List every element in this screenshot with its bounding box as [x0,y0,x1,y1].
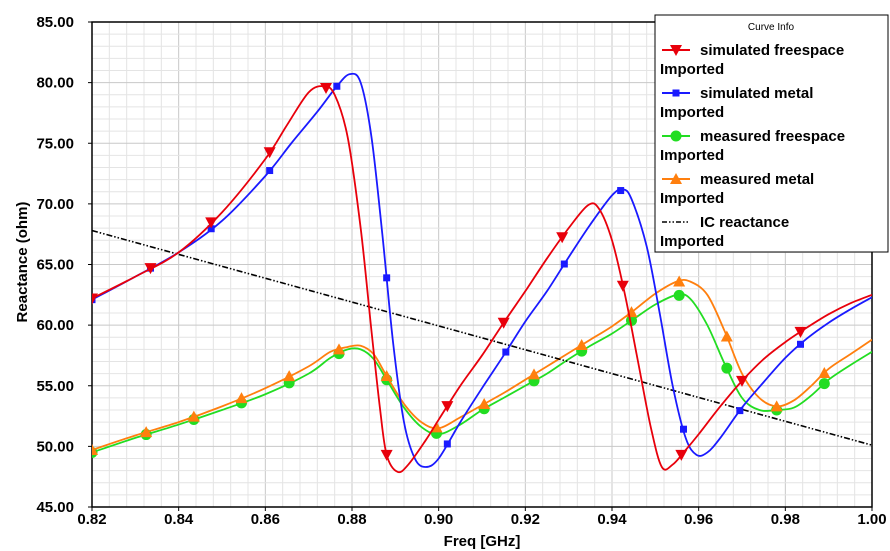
y-tick-label: 65.00 [36,257,74,274]
data-point-measured-metal [673,275,686,287]
data-point-measured-metal [187,410,200,422]
legend-label-simulated-freespace: simulated freespace [700,42,844,59]
data-point-simulated-metal [266,167,274,175]
y-tick-label: 80.00 [36,75,74,92]
data-point-measured-metal [478,397,491,409]
x-tick-label: 0.86 [251,511,280,528]
data-point-simulated-metal [207,225,215,233]
legend-title: Curve Info [748,22,795,33]
y-tick-label: 55.00 [36,378,74,395]
data-point-simulated-freespace [144,263,157,275]
legend-entry-simulated-freespace: simulated freespace Imported [660,42,844,78]
x-tick-label: 1.00 [857,511,886,528]
legend-label-measured-freespace: measured freespace [700,128,845,145]
axis-ticks: 0.82 0.84 0.86 0.88 0.90 0.92 0.94 0.96 0.98 1.00… [36,14,886,528]
legend-box [654,14,889,253]
x-tick-label: 0.84 [164,511,194,528]
data-point-simulated-freespace [736,375,748,387]
data-point-simulated-metal [502,348,510,356]
legend-label-measured-metal: measured metal [700,171,814,188]
data-point-simulated-metal [680,425,687,433]
data-point-measured-metal [528,368,540,380]
data-point-simulated-metal [736,407,744,415]
data-point-simulated-freespace [320,82,332,94]
data-point-simulated-metal [797,340,804,348]
x-tick-label: 0.98 [771,511,800,528]
data-point-simulated-freespace [616,280,629,292]
data-point-simulated-freespace [380,449,393,461]
data-point-measured-metal [283,370,296,382]
y-tick-label: 70.00 [36,196,74,213]
x-tick-label: 0.88 [337,511,366,528]
data-point-simulated-metal [383,274,391,282]
y-tick-label: 50.00 [36,438,74,455]
legend-marker-simulated-freespace [670,45,682,56]
legend-marker-measured-metal [670,173,682,184]
data-point-simulated-freespace [497,317,510,329]
data-point-measured-metal [140,426,153,438]
data-point-simulated-freespace [794,326,807,338]
y-tick-label: 60.00 [36,317,74,334]
legend-label-simulated-metal: simulated metal [700,85,813,102]
series-layer [92,72,872,474]
x-tick-label: 0.90 [424,511,453,528]
x-tick-label: 0.82 [77,511,106,528]
series-measured-metal [92,275,872,456]
x-tick-label: 0.96 [684,511,713,528]
data-point-simulated-metal [560,260,568,268]
legend-source-measured-freespace: Imported [660,147,724,164]
legend-entry-measured-metal: measured metal Imported [660,171,814,207]
legend-entry-measured-freespace: measured freespace Imported [660,128,845,164]
data-point-measured-metal [818,367,831,379]
legend-source-IC-reactance: Imported [660,233,724,250]
legend-source-simulated-metal: Imported [660,104,724,121]
y-tick-label: 85.00 [36,14,74,31]
data-point-measured-metal [770,400,783,412]
data-point-measured-metal [720,330,733,342]
series-simulated-metal [92,72,872,468]
data-point-simulated-freespace [92,293,98,305]
data-point-simulated-freespace [263,147,276,159]
data-point-measured-metal [575,339,588,351]
legend-marker-measured-freespace [670,130,682,142]
legend-source-simulated-freespace: Imported [660,61,724,78]
x-axis-title: Freq [GHz] [444,533,521,550]
x-tick-label: 0.92 [511,511,540,528]
x-tick-label: 0.94 [597,511,627,528]
data-point-measured-freespace [673,289,685,301]
data-point-simulated-freespace [556,232,569,244]
data-point-simulated-metal [617,187,625,195]
y-axis-title: Reactance (ohm) [14,202,31,323]
legend-source-measured-metal: Imported [660,190,724,207]
data-point-measured-freespace [721,362,733,374]
data-point-measured-metal [380,370,393,382]
legend-entry-simulated-metal: simulated metal Imported [660,85,813,121]
legend-marker-simulated-metal [672,89,680,97]
data-point-simulated-freespace [441,401,454,413]
legend-entry-IC-reactance: IC reactance Imported [660,214,789,250]
series-simulated-freespace [92,82,872,474]
data-point-measured-metal [235,392,248,404]
legend: Curve Info simulated freespaceImportedsi… [654,14,889,253]
y-tick-label: 75.00 [36,135,74,152]
data-point-measured-metal [333,343,345,355]
data-point-simulated-metal [443,440,451,448]
data-point-simulated-freespace [205,217,218,229]
y-tick-label: 45.00 [36,499,74,516]
data-point-simulated-metal [333,82,341,90]
legend-label-IC-reactance: IC reactance [700,214,789,231]
data-point-measured-metal [92,444,98,456]
data-point-measured-freespace [818,378,830,390]
data-point-simulated-freespace [675,449,688,461]
